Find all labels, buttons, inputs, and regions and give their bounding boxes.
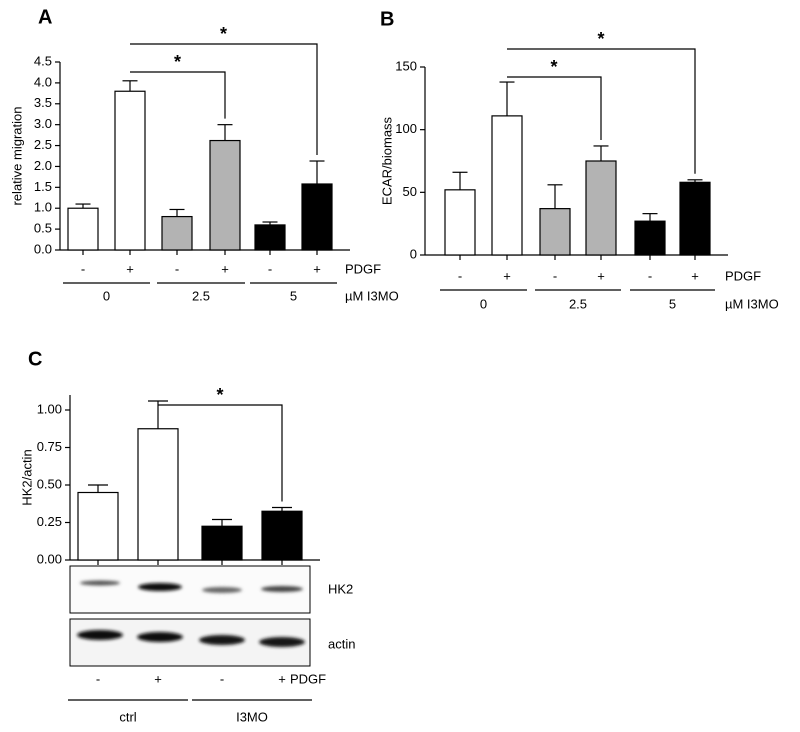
category-label: - — [553, 268, 557, 283]
bar — [539, 208, 571, 256]
bar — [77, 491, 119, 561]
y-tick-label: 0.75 — [37, 439, 62, 454]
blot-label: actin — [328, 636, 355, 651]
y-tick-label: 0.00 — [37, 551, 62, 566]
group-label: 0 — [103, 288, 110, 303]
y-axis-label: relative migration — [9, 107, 24, 206]
group-title: µM I3MO — [345, 288, 399, 303]
group-label: 0 — [480, 296, 487, 311]
bar — [254, 224, 286, 251]
category-label: + — [154, 671, 162, 686]
y-tick-label: 0.5 — [34, 221, 52, 236]
significance-label: * — [216, 385, 223, 405]
bar — [585, 160, 617, 256]
y-tick-label: 4.0 — [34, 74, 52, 89]
y-tick-label: 3.5 — [34, 95, 52, 110]
y-tick-label: 150 — [395, 58, 417, 73]
panel-letter: B — [380, 8, 394, 30]
category-label: + — [597, 268, 605, 283]
category-label: - — [268, 261, 272, 276]
category-title: PDGF — [345, 261, 381, 276]
blot-band — [80, 580, 120, 586]
y-tick-label: 0.50 — [37, 476, 62, 491]
panel-letter: C — [28, 348, 42, 370]
y-tick-label: 4.5 — [34, 53, 52, 68]
y-tick-label: 1.00 — [37, 401, 62, 416]
y-tick-label: 0 — [410, 246, 417, 261]
significance-label: * — [174, 52, 181, 72]
significance-label: * — [597, 29, 604, 49]
category-label: + — [691, 268, 699, 283]
group-label: 5 — [669, 296, 676, 311]
significance-label: * — [220, 24, 227, 44]
significance-label: * — [550, 57, 557, 77]
group-title: µM I3MO — [725, 296, 779, 311]
group-label: 2.5 — [569, 296, 587, 311]
category-label: - — [648, 268, 652, 283]
western-blot — [69, 565, 311, 667]
category-label: - — [175, 261, 179, 276]
category-label: - — [81, 261, 85, 276]
y-tick-label: 1.0 — [34, 200, 52, 215]
bar — [201, 525, 243, 561]
category-label: + — [278, 671, 286, 686]
bar — [491, 115, 523, 256]
category-title: PDGF — [725, 268, 761, 283]
blot-band — [77, 630, 123, 640]
panel-letter: A — [38, 6, 52, 28]
bar — [261, 510, 303, 561]
y-tick-label: 50 — [403, 184, 417, 199]
bar — [301, 183, 333, 251]
significance-bracket — [130, 71, 226, 119]
group-label: ctrl — [119, 709, 136, 724]
y-tick-label: 100 — [395, 121, 417, 136]
bar — [114, 90, 146, 251]
y-tick-label: 0.25 — [37, 514, 62, 529]
significance-bracket — [507, 48, 696, 174]
blot-band — [202, 587, 242, 593]
bar — [67, 207, 99, 251]
category-label: + — [221, 261, 229, 276]
group-label: I3MO — [236, 709, 268, 724]
bar — [634, 220, 666, 256]
y-tick-label: 3.0 — [34, 116, 52, 131]
blot-label: HK2 — [328, 581, 353, 596]
blot-band — [259, 637, 305, 647]
category-label: + — [503, 268, 511, 283]
category-label: + — [313, 261, 321, 276]
bar — [444, 189, 476, 256]
significance-bracket — [130, 43, 318, 156]
category-label: - — [220, 671, 224, 686]
category-label: + — [126, 261, 134, 276]
y-axis-label: ECAR/biomass — [379, 116, 394, 205]
significance-bracket — [158, 404, 283, 502]
group-label: 2.5 — [192, 288, 210, 303]
y-tick-label: 2.5 — [34, 137, 52, 152]
blot-band — [199, 635, 245, 645]
blot-band — [261, 586, 303, 592]
bar — [679, 181, 711, 256]
bar — [161, 215, 193, 251]
blot-band — [138, 583, 182, 591]
group-label: 5 — [290, 288, 297, 303]
y-tick-label: 1.5 — [34, 179, 52, 194]
y-axis-label: HK2/actin — [19, 449, 34, 505]
y-tick-label: 2.0 — [34, 158, 52, 173]
y-tick-label: 0.0 — [34, 241, 52, 256]
blot-band — [137, 632, 183, 642]
category-title: PDGF — [290, 671, 326, 686]
category-label: - — [458, 268, 462, 283]
bar — [137, 428, 179, 561]
significance-bracket — [507, 76, 602, 140]
category-label: - — [96, 671, 100, 686]
bar — [209, 139, 241, 251]
